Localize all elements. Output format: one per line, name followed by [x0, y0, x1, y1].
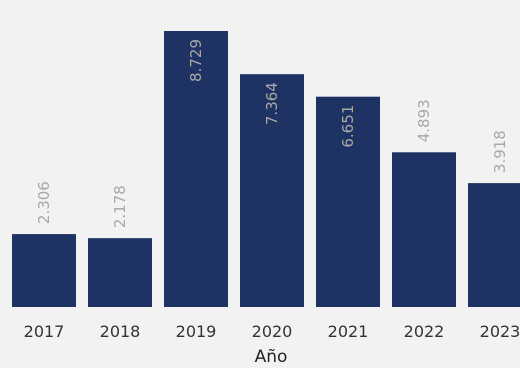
x-tick-2020: 2020 — [252, 322, 293, 341]
x-tick-2023: 2023 — [480, 322, 520, 341]
bars-group — [12, 31, 520, 308]
x-axis-ticks: 2017 2018 2019 2020 2021 2022 2023 — [24, 322, 520, 341]
bar-2017 — [12, 234, 76, 307]
bar-2023 — [468, 183, 520, 307]
data-label-2023: 3.918 — [491, 130, 509, 173]
x-tick-2022: 2022 — [404, 322, 445, 341]
x-tick-2017: 2017 — [24, 322, 65, 341]
bar-2020 — [240, 74, 304, 308]
data-labels-group: 2.306 2.178 8.729 7.364 6.651 4.893 3.918 — [35, 39, 509, 228]
x-axis-title: Año — [255, 347, 288, 367]
data-label-2017: 2.306 — [35, 181, 53, 224]
x-tick-2018: 2018 — [100, 322, 141, 341]
data-label-2022: 4.893 — [415, 99, 433, 142]
x-tick-2021: 2021 — [328, 322, 369, 341]
x-tick-2019: 2019 — [176, 322, 217, 341]
data-label-2021: 6.651 — [339, 105, 357, 148]
data-label-2020: 7.364 — [263, 82, 281, 125]
data-label-2018: 2.178 — [111, 185, 129, 228]
bar-2021 — [316, 96, 380, 308]
data-label-2019: 8.729 — [187, 39, 205, 82]
bar-2019 — [164, 31, 228, 307]
bar-2022 — [392, 152, 456, 307]
bar-2018 — [88, 238, 152, 307]
